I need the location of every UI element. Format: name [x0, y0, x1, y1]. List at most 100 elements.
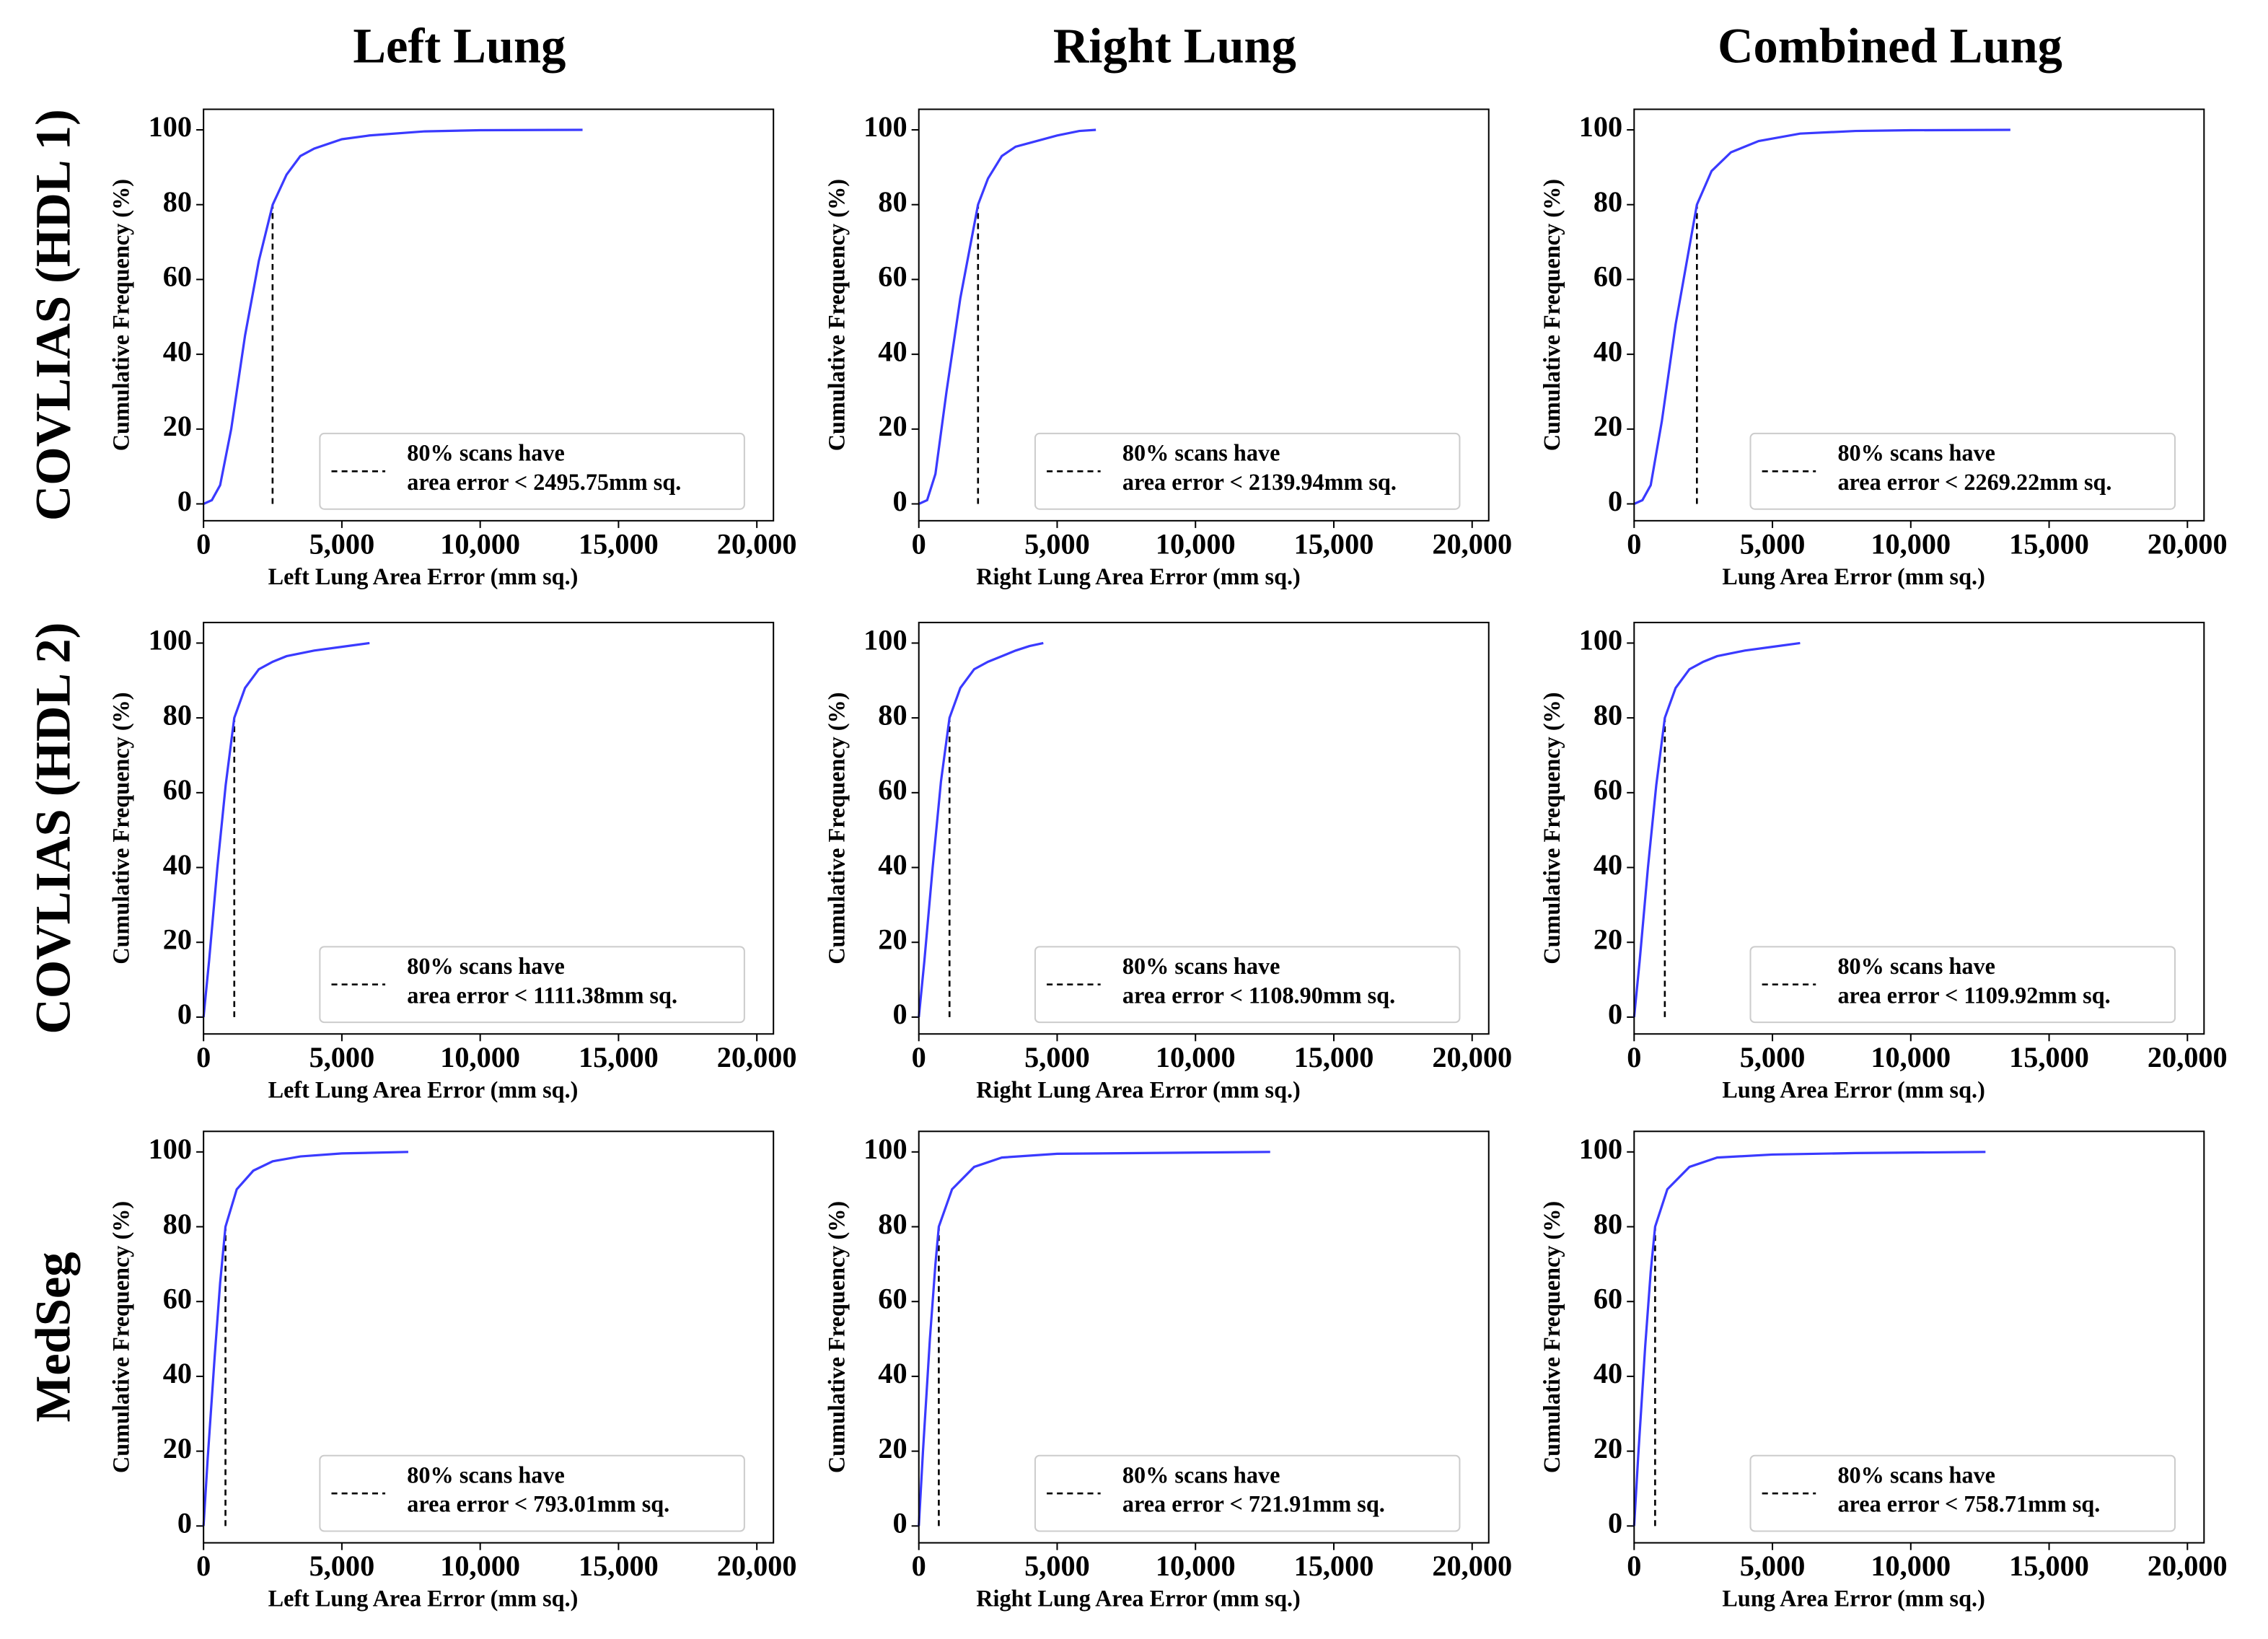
plot-frame: [1633, 621, 2205, 1035]
y-tick-label: 80: [1594, 185, 1622, 218]
x-tick-label: 10,000: [1156, 1041, 1236, 1073]
y-tick-label: 60: [878, 1282, 907, 1314]
x-tick-label: 20,000: [2148, 1041, 2228, 1073]
plot-frame: [203, 1130, 775, 1544]
x-tick-label: 5,000: [1024, 1550, 1090, 1582]
x-tick-label: 0: [196, 1550, 211, 1582]
y-tick-label: 0: [1608, 1507, 1622, 1539]
y-tick-label: 100: [1579, 1133, 1622, 1165]
y-tick-label: 0: [892, 998, 907, 1030]
y-tick-label: 60: [163, 260, 192, 293]
cdf-line: [1632, 1151, 1986, 1526]
x-axis-label: Lung Area Error (mm sq.): [1722, 1076, 1984, 1102]
y-tick-label: 40: [163, 1357, 192, 1389]
x-tick-label: 5,000: [1740, 1550, 1806, 1582]
x-tick-label: 15,000: [1294, 1041, 1374, 1073]
x-tick-label: 15,000: [2009, 1550, 2089, 1582]
y-tick-label: 0: [892, 1507, 907, 1539]
x-tick-label: 20,000: [1432, 527, 1512, 560]
legend-box: [1749, 1454, 2176, 1532]
y-tick-label: 100: [863, 110, 907, 143]
y-axis-label: Cumulative Frequency (%): [1539, 1201, 1565, 1473]
cdf-line: [918, 641, 1044, 1018]
legend-text: area error < 1109.92mm sq.: [1837, 982, 2110, 1008]
y-tick-label: 80: [163, 1208, 192, 1240]
x-tick-label: 0: [912, 527, 926, 560]
x-tick-label: 20,000: [2148, 527, 2228, 560]
legend-text: 80% scans have: [1122, 440, 1280, 466]
y-axis-label: Cumulative Frequency (%): [108, 179, 134, 451]
y-tick-label: 60: [878, 773, 907, 806]
legend-box: [319, 1454, 745, 1532]
cdf-line: [918, 128, 1096, 505]
subplot: 0 5,000 10,000 15,000 20,000 0 20 40 60 80 100 Lung…: [1539, 108, 2228, 589]
y-tick-label: 60: [878, 260, 907, 293]
plot-frame: [918, 1130, 1490, 1544]
legend-text: 80% scans have: [1122, 953, 1280, 979]
legend-text: area error < 1108.90mm sq.: [1122, 982, 1395, 1008]
y-axis-label: Cumulative Frequency (%): [108, 692, 134, 964]
subplot: 0 5,000 10,000 15,000 20,000 0 20 40 60 80 100 Lung…: [1539, 1130, 2228, 1612]
x-tick-label: 0: [1627, 527, 1641, 560]
y-tick-label: 20: [163, 923, 192, 955]
subplot: 0 5,000 10,000 15,000 20,000 0 20 40 60 80 100 Lung…: [1539, 621, 2228, 1102]
legend-text: area error < 2269.22mm sq.: [1837, 469, 2111, 495]
y-tick-label: 80: [878, 1208, 907, 1240]
x-tick-label: 20,000: [1432, 1041, 1512, 1073]
y-tick-label: 20: [878, 410, 907, 442]
y-tick-label: 40: [1594, 1357, 1622, 1389]
x-tick-label: 10,000: [1156, 1550, 1236, 1582]
y-tick-label: 40: [1594, 335, 1622, 367]
subplot: 0 5,000 10,000 15,000 20,000 0 20 40 60 80 100 Righ…: [823, 108, 1512, 589]
x-tick-label: 5,000: [1740, 1041, 1806, 1073]
legend-text: area error < 758.71mm sq.: [1837, 1491, 2100, 1517]
x-tick-label: 10,000: [440, 1041, 520, 1073]
x-axis-label: Right Lung Area Error (mm sq.): [976, 1076, 1301, 1102]
y-tick-label: 100: [863, 624, 907, 656]
subplot: 0 5,000 10,000 15,000 20,000 0 20 40 60 80 100 Righ…: [823, 1130, 1512, 1612]
y-tick-label: 20: [878, 1432, 907, 1464]
y-tick-label: 0: [177, 998, 192, 1030]
x-tick-label: 10,000: [440, 527, 520, 560]
cdf-line: [918, 1151, 1270, 1526]
column-title: Left Lung: [353, 19, 566, 74]
y-tick-label: 60: [1594, 1282, 1622, 1314]
row-label: MedSeg: [25, 1252, 80, 1422]
y-tick-label: 0: [1608, 998, 1622, 1030]
x-axis-label: Lung Area Error (mm sq.): [1722, 563, 1984, 589]
column-title: Combined Lung: [1718, 19, 2062, 74]
legend-box: [1749, 432, 2176, 510]
x-tick-label: 0: [1627, 1041, 1641, 1073]
y-axis-label: Cumulative Frequency (%): [823, 1201, 849, 1473]
legend-text: 80% scans have: [1837, 440, 1995, 466]
subplot: 0 5,000 10,000 15,000 20,000 0 20 40 60 80 100 Left…: [108, 108, 797, 589]
x-tick-label: 10,000: [1871, 1041, 1951, 1073]
cdf-line: [1633, 128, 2010, 505]
legend-box: [1749, 946, 2176, 1024]
x-tick-label: 0: [196, 527, 211, 560]
legend-text: 80% scans have: [407, 953, 565, 979]
legend-box: [1034, 946, 1461, 1024]
cdf-line: [202, 1151, 408, 1526]
x-tick-label: 15,000: [579, 1550, 659, 1582]
y-tick-label: 20: [1594, 410, 1622, 442]
y-tick-label: 0: [177, 1507, 192, 1539]
x-axis-label: Left Lung Area Error (mm sq.): [268, 1076, 579, 1102]
y-tick-label: 60: [163, 773, 192, 806]
y-tick-label: 0: [1608, 485, 1622, 517]
y-tick-label: 20: [163, 410, 192, 442]
legend-text: 80% scans have: [1837, 953, 1995, 979]
plot-frame: [203, 108, 775, 522]
x-tick-label: 10,000: [1871, 527, 1951, 560]
x-tick-label: 20,000: [717, 1041, 797, 1073]
x-tick-label: 5,000: [309, 527, 375, 560]
y-axis-label: Cumulative Frequency (%): [1539, 692, 1565, 964]
y-axis-label: Cumulative Frequency (%): [823, 692, 849, 964]
legend-text: area error < 793.01mm sq.: [407, 1491, 669, 1517]
x-tick-label: 15,000: [1294, 527, 1374, 560]
y-tick-label: 80: [163, 185, 192, 218]
x-axis-label: Right Lung Area Error (mm sq.): [976, 563, 1301, 589]
x-axis-label: Right Lung Area Error (mm sq.): [976, 1586, 1301, 1612]
x-tick-label: 20,000: [717, 527, 797, 560]
y-tick-label: 40: [878, 1357, 907, 1389]
